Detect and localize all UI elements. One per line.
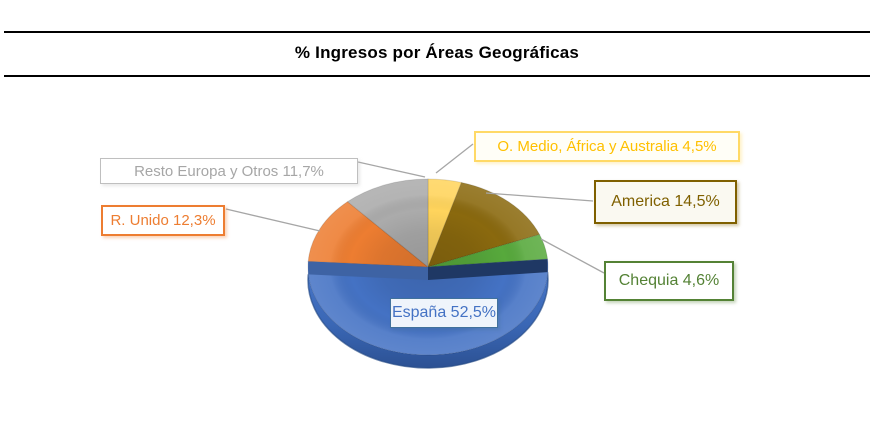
leader-line-chequia <box>540 238 605 274</box>
title-rule-bottom <box>4 75 870 77</box>
data-label-chequia[interactable]: Chequia 4,6% <box>604 261 734 301</box>
leader-line-resto-europa <box>357 161 426 178</box>
data-label-resto-europa[interactable]: Resto Europa y Otros 11,7% <box>100 158 358 184</box>
leader-line-america <box>485 192 594 202</box>
title-rule-top <box>4 31 870 33</box>
leader-line-o-medio <box>435 143 474 174</box>
leader-line-r-unido <box>225 208 321 232</box>
pie-radial-wall-end <box>308 261 428 280</box>
data-label-r-unido[interactable]: R. Unido 12,3% <box>101 205 225 236</box>
data-label-o-medio[interactable]: O. Medio, África y Australia 4,5% <box>474 131 740 162</box>
data-label-espana[interactable]: España 52,5% <box>390 298 498 328</box>
chart-title: % Ingresos por Áreas Geográficas <box>294 43 580 62</box>
pie-radial-wall-start <box>428 259 548 280</box>
data-label-america[interactable]: America 14,5% <box>594 180 737 224</box>
